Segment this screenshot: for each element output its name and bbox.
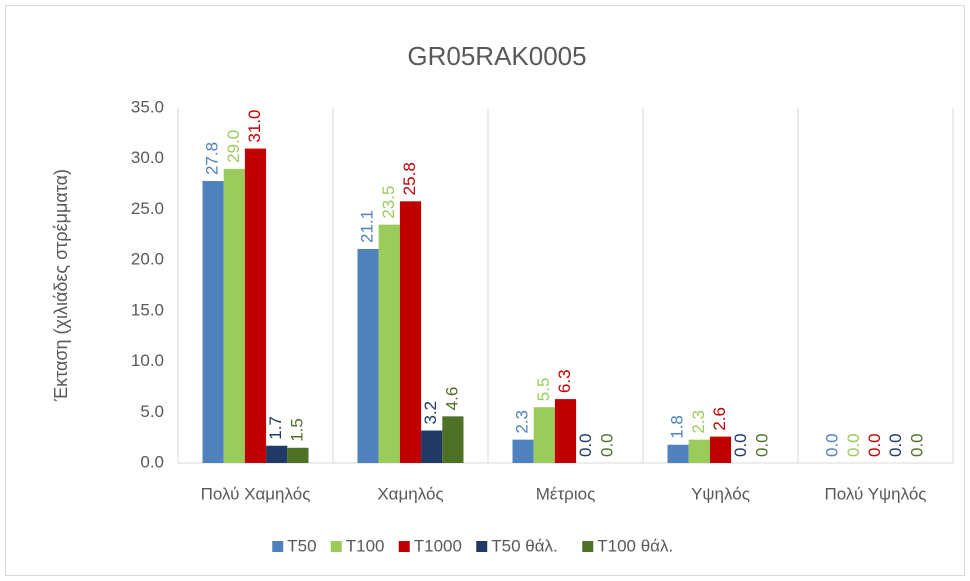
legend-label: T50 θάλ. bbox=[491, 536, 558, 555]
legend-label: T100 θάλ. bbox=[597, 536, 673, 555]
data-label: 0.0 bbox=[731, 433, 750, 457]
data-label: 2.3 bbox=[689, 410, 708, 434]
data-label: 3.2 bbox=[421, 401, 440, 425]
data-label: 0.0 bbox=[597, 433, 616, 457]
data-label: 27.8 bbox=[203, 142, 222, 175]
data-label: 1.5 bbox=[287, 418, 306, 442]
legend-swatch bbox=[476, 541, 488, 552]
legend-label: T1000 bbox=[414, 536, 462, 555]
y-tick-label: 25.0 bbox=[131, 199, 164, 218]
data-label: 23.5 bbox=[379, 186, 398, 219]
data-label: 0.0 bbox=[752, 433, 771, 457]
y-axis-label: Έκταση (χιλιάδες στρέμματα) bbox=[51, 169, 71, 402]
data-label: 0.0 bbox=[576, 433, 595, 457]
data-label: 1.8 bbox=[668, 415, 687, 439]
chart-title: GR05RAK0005 bbox=[407, 41, 586, 71]
data-label: 0.0 bbox=[907, 433, 926, 457]
chart-border bbox=[5, 5, 965, 576]
data-label: 6.3 bbox=[555, 369, 574, 393]
x-tick-label: Πολύ Χαμηλός bbox=[201, 484, 311, 503]
data-label: 1.7 bbox=[266, 416, 285, 440]
data-label: 0.0 bbox=[844, 433, 863, 457]
data-label: 0.0 bbox=[865, 433, 884, 457]
bar bbox=[512, 439, 534, 463]
legend-label: T100 bbox=[346, 536, 385, 555]
data-label: 2.3 bbox=[513, 410, 532, 434]
bar bbox=[357, 248, 379, 463]
data-label: 21.1 bbox=[358, 210, 377, 243]
y-tick-label: 20.0 bbox=[131, 250, 164, 269]
bar bbox=[688, 439, 710, 463]
y-tick-label: 10.0 bbox=[131, 351, 164, 370]
data-label: 2.6 bbox=[710, 407, 729, 431]
y-tick-label: 5.0 bbox=[140, 402, 164, 421]
bar bbox=[667, 444, 689, 463]
bar bbox=[421, 430, 443, 463]
legend-swatch bbox=[582, 541, 594, 552]
legend-swatch bbox=[330, 541, 342, 552]
bar bbox=[244, 148, 267, 464]
y-tick-label: 0.0 bbox=[140, 452, 164, 471]
data-label: 29.0 bbox=[224, 130, 243, 163]
bar bbox=[442, 416, 464, 463]
y-tick-label: 30.0 bbox=[131, 148, 164, 167]
x-tick-label: Μέτριος bbox=[536, 484, 596, 503]
bar bbox=[533, 407, 555, 463]
legend-label: T50 bbox=[287, 536, 316, 555]
data-label: 5.5 bbox=[534, 378, 553, 402]
legend-swatch bbox=[272, 541, 284, 552]
bar bbox=[223, 168, 245, 463]
bar bbox=[378, 224, 400, 463]
y-tick-label: 15.0 bbox=[131, 300, 164, 319]
bar bbox=[287, 447, 309, 463]
bar bbox=[399, 201, 422, 464]
data-label: 31.0 bbox=[245, 109, 264, 142]
bar bbox=[709, 436, 732, 463]
data-label: 0.0 bbox=[886, 433, 905, 457]
bar bbox=[554, 399, 577, 463]
x-tick-label: Πολύ Υψηλός bbox=[824, 484, 926, 503]
x-tick-label: Υψηλός bbox=[691, 484, 750, 503]
data-label: 4.6 bbox=[442, 387, 461, 411]
x-tick-label: Χαμηλός bbox=[377, 484, 443, 503]
bar bbox=[202, 181, 224, 463]
bar bbox=[266, 445, 288, 463]
y-tick-label: 35.0 bbox=[131, 97, 164, 116]
data-label: 25.8 bbox=[400, 162, 419, 195]
legend-swatch bbox=[398, 541, 410, 552]
data-label: 0.0 bbox=[823, 433, 842, 457]
